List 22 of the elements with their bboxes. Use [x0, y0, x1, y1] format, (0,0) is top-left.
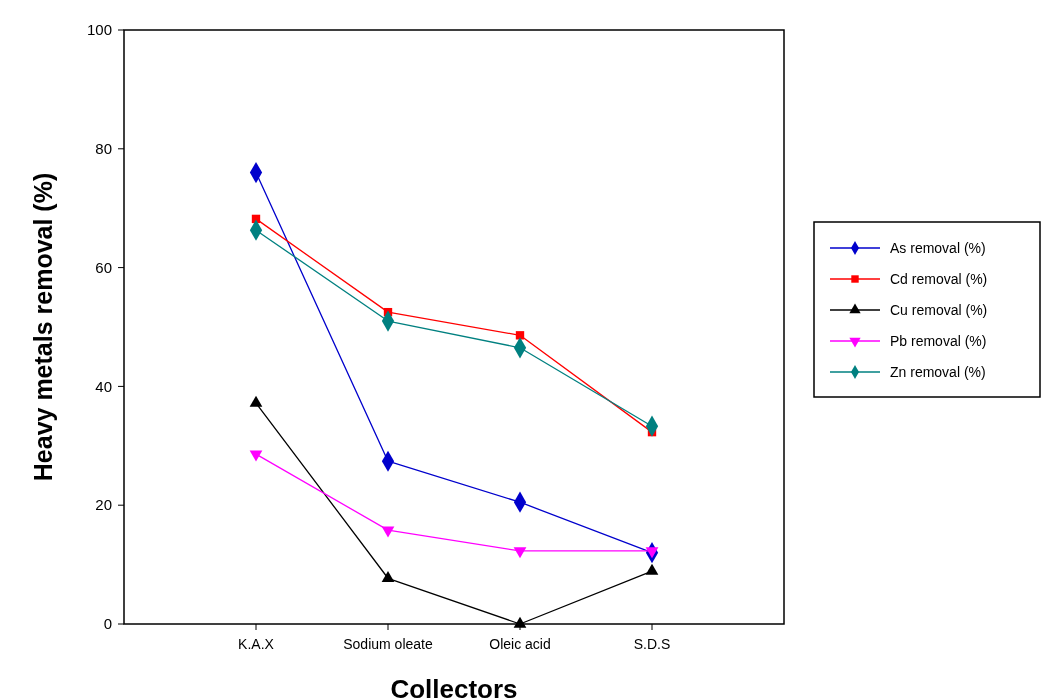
- x-tick-label: Sodium oleate: [343, 636, 433, 652]
- point: [515, 331, 525, 340]
- legend-label: Pb removal (%): [890, 332, 987, 349]
- y-tick-label: 20: [95, 496, 112, 514]
- legend-label: Cu removal (%): [890, 301, 988, 318]
- x-axis-title: Collectors: [390, 674, 518, 700]
- point: [381, 526, 395, 538]
- x-tick-label: S.D.S: [633, 636, 671, 652]
- x-tick-label: K.A.X: [238, 636, 275, 652]
- legend-label: As removal (%): [890, 239, 986, 256]
- y-axis-title: Heavy metals removal (%): [29, 172, 57, 482]
- legend-label: Zn removal (%): [890, 363, 986, 380]
- y-tick-label: 0: [103, 615, 112, 633]
- point: [249, 395, 263, 407]
- point: [513, 616, 527, 628]
- y-tick-label: 100: [86, 21, 112, 39]
- y-tick-label: 60: [95, 258, 112, 276]
- y-tick-label: 80: [95, 140, 112, 158]
- x-tick-label: Oleic acid: [489, 636, 551, 652]
- point: [249, 450, 263, 462]
- y-tick-label: 40: [95, 377, 112, 395]
- legend-label: Cd removal (%): [890, 270, 988, 287]
